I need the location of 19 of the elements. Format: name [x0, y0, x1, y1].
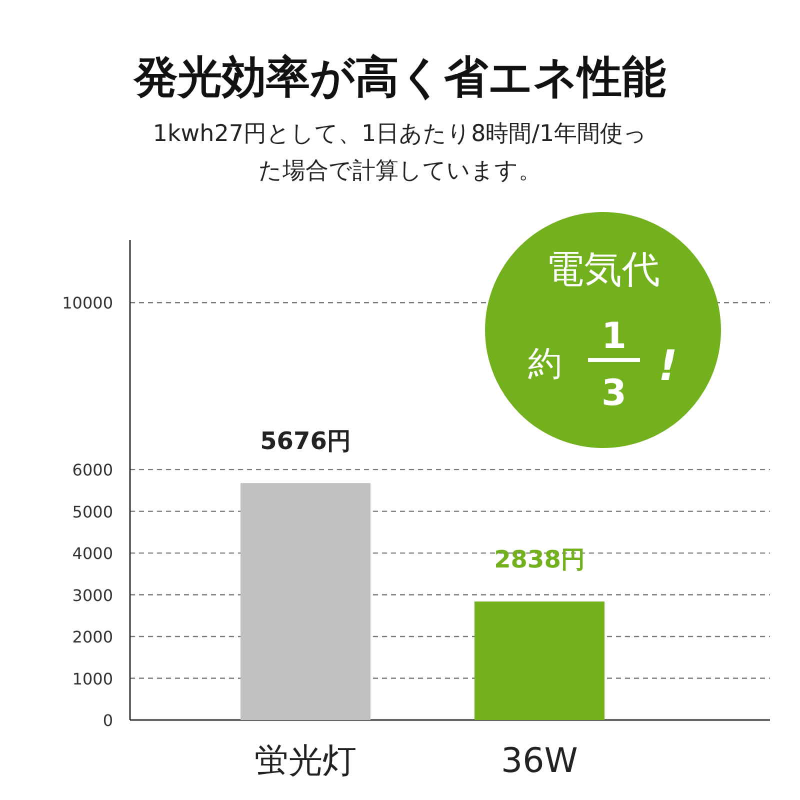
annotation: 1 — [601, 316, 627, 357]
annotation: 約 — [528, 344, 562, 384]
y-tick-label: 2000 — [72, 628, 113, 647]
annotation: ! — [658, 341, 678, 390]
y-tick-label: 4000 — [72, 544, 113, 564]
y-tick-label: 3000 — [72, 586, 113, 605]
chart-title: 発光効率が高く省エネ性能 — [133, 52, 666, 103]
data-label: 2838円 — [494, 546, 585, 574]
y-tick-label: 0 — [102, 711, 113, 730]
y-tick-label: 10000 — [62, 294, 113, 313]
annotation: 3 — [601, 373, 627, 414]
annotation: 電気代 — [546, 247, 660, 291]
chart-subtitle: 1kwh27円として、1日あたり8時間/1年間使った場合で計算しています。 — [152, 121, 648, 184]
data-label: 5676円 — [260, 427, 351, 456]
y-tick-label: 5000 — [72, 502, 113, 522]
x-tick-label: 36W — [501, 741, 578, 781]
x-tick-label: 蛍光灯 — [254, 741, 356, 781]
y-tick-label: 1000 — [72, 669, 113, 688]
y-tick-label: 6000 — [72, 460, 113, 480]
